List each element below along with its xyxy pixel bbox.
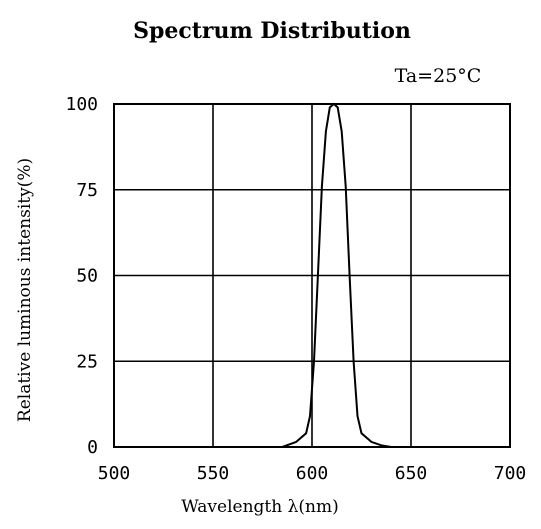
- y-tick-label: 100: [65, 94, 98, 115]
- spectrum-curve: [281, 102, 392, 448]
- y-tick-label: 25: [76, 351, 98, 372]
- x-axis-label: Wavelength λ(nm): [181, 497, 338, 517]
- x-tick-label: 700: [494, 463, 527, 484]
- x-tick-label: 600: [296, 463, 329, 484]
- y-axis-label: Relative luminous intensity(%): [15, 158, 35, 422]
- x-tick-label: 650: [395, 463, 428, 484]
- y-tick-labels: 0 25 50 75 100: [65, 94, 98, 458]
- x-tick-labels: 500 550 600 650 700: [98, 463, 527, 484]
- y-tick-label: 0: [87, 437, 98, 458]
- x-tick-label: 500: [98, 463, 131, 484]
- x-tick-label: 550: [197, 463, 230, 484]
- y-tick-label: 75: [76, 180, 98, 201]
- plot-frame: [113, 103, 511, 448]
- condition-annotation: Ta=25°C: [395, 65, 482, 87]
- chart-title: Spectrum Distribution: [133, 18, 411, 44]
- y-tick-label: 50: [76, 266, 98, 287]
